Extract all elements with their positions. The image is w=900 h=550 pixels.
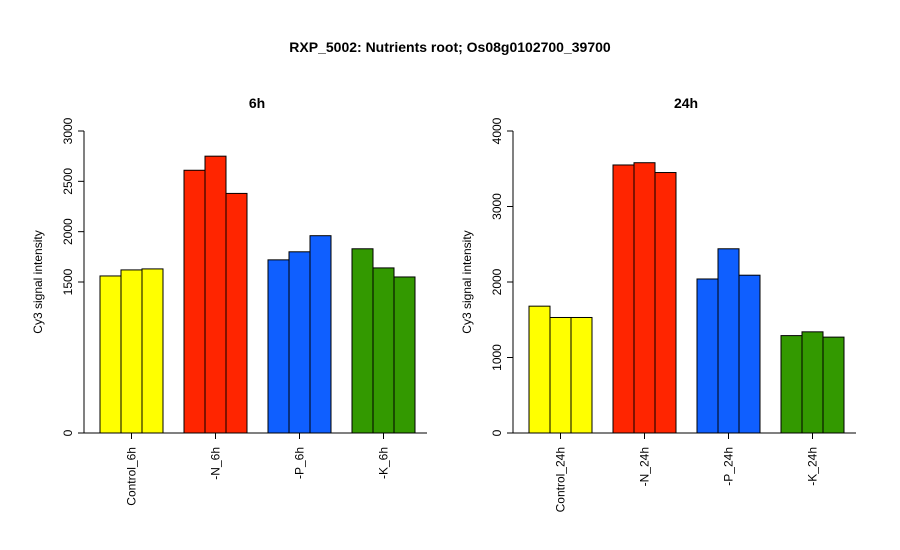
y-tick-label: 2000 bbox=[61, 218, 75, 245]
bar--P_24h-1 bbox=[696, 278, 719, 434]
x-tick-label: -P_24h bbox=[722, 447, 736, 486]
y-tick-label: 0 bbox=[61, 429, 75, 436]
y-axis-label: Cy3 signal intensity bbox=[460, 230, 474, 333]
bar--N_24h-2 bbox=[633, 162, 656, 434]
bar--K_6h-3 bbox=[393, 276, 416, 434]
y-axis-label: Cy3 signal intensity bbox=[31, 230, 45, 333]
y-tick-label: 1000 bbox=[490, 344, 504, 371]
x-tick-label: -P_6h bbox=[293, 447, 307, 479]
bar--N_24h-3 bbox=[654, 172, 677, 434]
bar--K_6h-1 bbox=[351, 248, 374, 434]
x-tick-label: -N_6h bbox=[209, 447, 223, 480]
bar--P_6h-3 bbox=[309, 235, 332, 434]
panel-title: 6h bbox=[249, 95, 265, 111]
y-tick-label: 3000 bbox=[490, 193, 504, 220]
bar--P_24h-3 bbox=[738, 274, 761, 434]
y-tick-label: 2500 bbox=[61, 168, 75, 195]
chart-panel-1: 6h Cy3 signal intensity 0 1500 2000 2500 3000 C… bbox=[31, 95, 427, 506]
x-tick-label: Control_24h bbox=[554, 447, 568, 512]
y-tick-label: 0 bbox=[490, 429, 504, 436]
bar--N_24h-1 bbox=[612, 164, 635, 434]
bar--K_24h-3 bbox=[822, 336, 845, 434]
x-tick-label: -K_6h bbox=[377, 447, 391, 479]
bar-Control_24h-1 bbox=[528, 305, 551, 434]
bar--N_6h-1 bbox=[183, 169, 206, 434]
bar--P_24h-2 bbox=[717, 248, 740, 434]
y-tick-label: 1500 bbox=[61, 268, 75, 295]
bar-Control_6h-3 bbox=[141, 268, 164, 434]
y-tick-label: 2000 bbox=[490, 268, 504, 295]
bar-Control_6h-2 bbox=[120, 269, 143, 434]
bar--P_6h-2 bbox=[288, 251, 311, 434]
bar--K_6h-2 bbox=[372, 267, 395, 434]
bar--K_24h-1 bbox=[780, 335, 803, 434]
x-tick-label: -K_24h bbox=[806, 447, 820, 486]
chart-main-title: RXP_5002: Nutrients root; Os08g0102700_3… bbox=[289, 39, 611, 55]
bar--K_24h-2 bbox=[801, 331, 824, 434]
bar--N_6h-3 bbox=[225, 192, 248, 434]
x-tick-label: Control_6h bbox=[125, 447, 139, 506]
bar-Control_6h-1 bbox=[99, 275, 122, 434]
bar--N_6h-2 bbox=[204, 155, 227, 434]
x-tick-label: -N_24h bbox=[638, 447, 652, 486]
y-tick-label: 3000 bbox=[61, 117, 75, 144]
bar-Control_24h-3 bbox=[570, 316, 593, 434]
y-tick-label: 4000 bbox=[490, 117, 504, 144]
bar--P_6h-1 bbox=[267, 259, 290, 434]
chart-panel-2: 24h Cy3 signal intensity 0 1000 2000 3000 4000… bbox=[460, 95, 856, 512]
panel-title: 24h bbox=[674, 95, 698, 111]
bar-Control_24h-2 bbox=[549, 316, 572, 434]
